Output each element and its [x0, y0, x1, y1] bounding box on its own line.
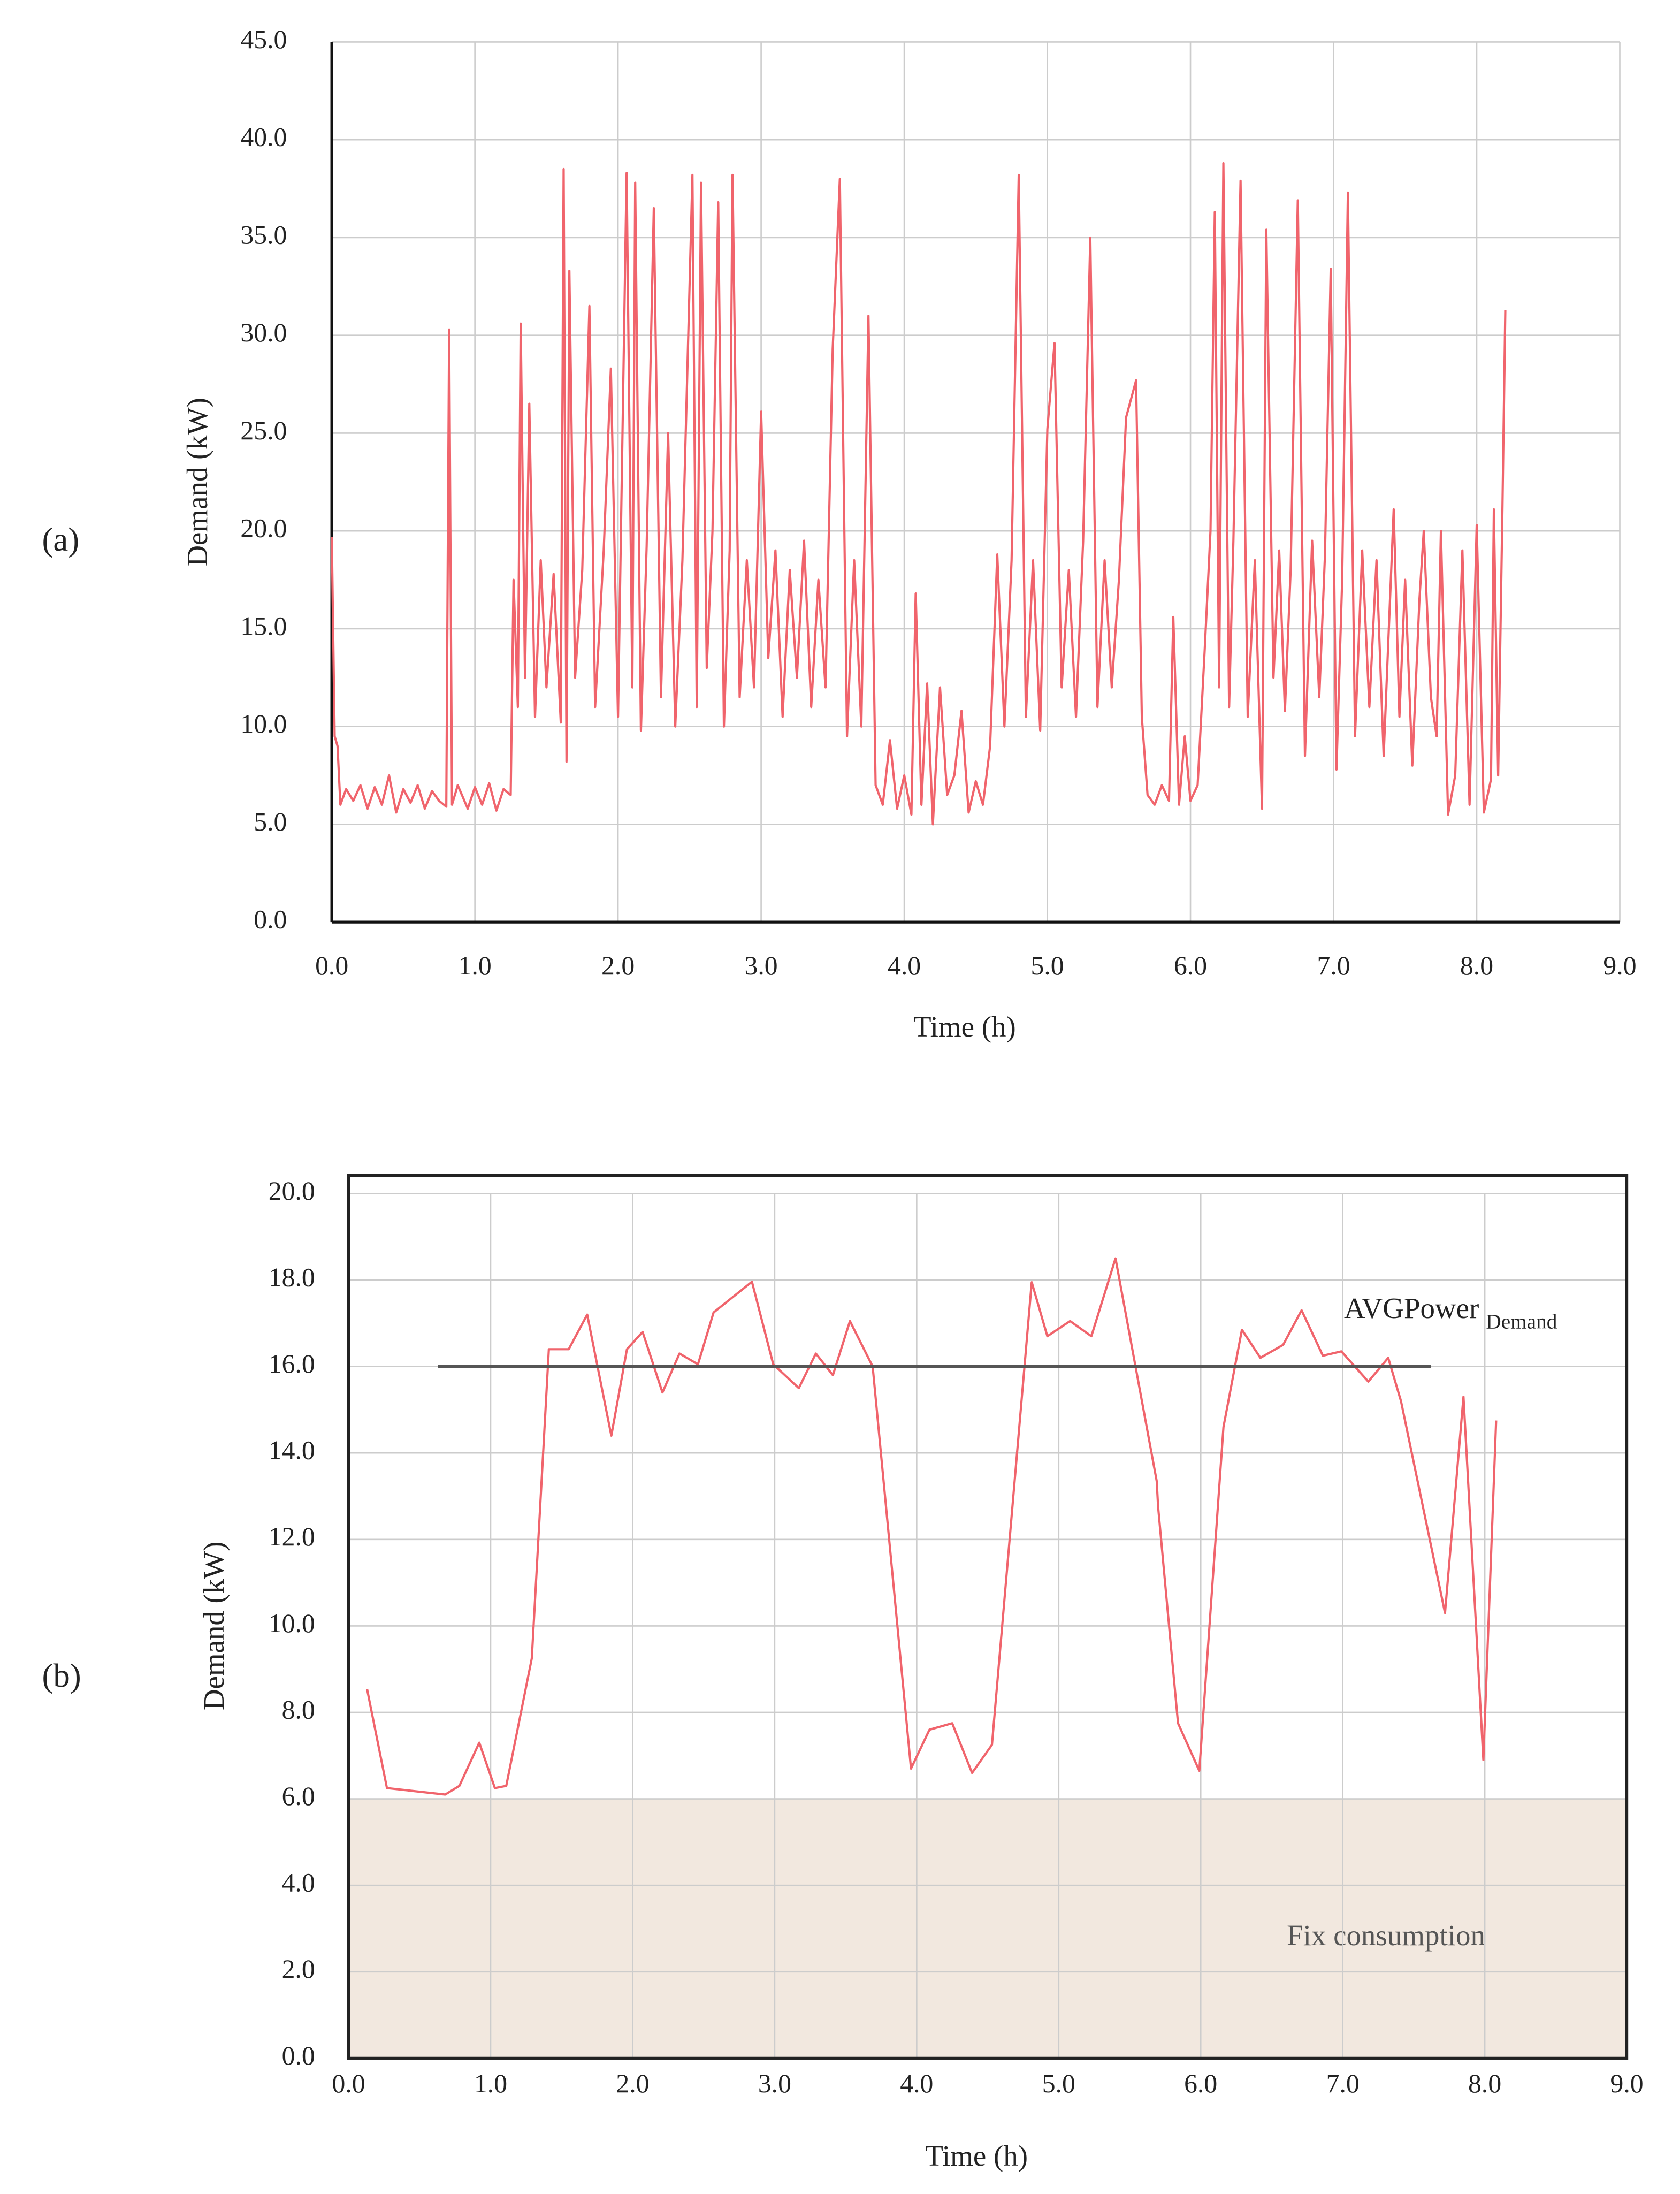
y-tick-label: 40.0 — [240, 123, 287, 152]
x-axis-label: Time (h) — [913, 1010, 1016, 1043]
data-line — [366, 1257, 1498, 1796]
plot-frame — [347, 1174, 1629, 2060]
x-tick-label: 8.0 — [1460, 951, 1493, 980]
annotation-subscript: Demand — [1486, 1311, 1557, 1334]
x-tick-label: 2.0 — [616, 2069, 649, 2098]
shaded-region — [348, 1799, 1627, 2059]
y-tick-label: 30.0 — [240, 318, 287, 347]
x-tick-label: 6.0 — [1184, 2069, 1217, 2098]
x-tick-label: 5.0 — [1030, 951, 1064, 980]
data-line — [331, 162, 1507, 826]
x-tick-label: 1.0 — [459, 951, 492, 980]
y-tick-label: 16.0 — [269, 1349, 315, 1378]
x-tick-label: 7.0 — [1326, 2069, 1360, 2098]
y-tick-label: 8.0 — [282, 1695, 315, 1724]
region-label: Fix consumption — [1287, 1919, 1485, 1952]
y-tick-label: 20.0 — [269, 1176, 315, 1206]
annotation-text: AVGPower — [1344, 1292, 1479, 1324]
y-tick-label: 6.0 — [282, 1781, 315, 1811]
y-tick-label: 10.0 — [269, 1609, 315, 1638]
x-tick-label: 1.0 — [474, 2069, 507, 2098]
y-tick-label: 20.0 — [240, 514, 287, 543]
x-tick-label: 3.0 — [745, 951, 778, 980]
y-tick-label: 18.0 — [269, 1262, 315, 1292]
y-tick-label: 25.0 — [240, 416, 287, 445]
x-tick-label: 3.0 — [758, 2069, 791, 2098]
y-tick-label: 0.0 — [254, 905, 287, 934]
y-tick-label: 2.0 — [282, 1954, 315, 1984]
y-tick-label: 0.0 — [282, 2041, 315, 2070]
x-tick-label: 9.0 — [1610, 2069, 1644, 2098]
x-tick-label: 4.0 — [888, 951, 921, 980]
y-tick-label: 14.0 — [269, 1436, 315, 1465]
x-tick-label: 5.0 — [1042, 2069, 1075, 2098]
x-tick-label: 6.0 — [1174, 951, 1207, 980]
y-axis-label: Demand (kW) — [181, 398, 213, 567]
y-tick-label: 4.0 — [282, 1868, 315, 1898]
x-tick-label: 0.0 — [315, 951, 348, 980]
y-tick-label: 10.0 — [240, 709, 287, 738]
y-tick-label: 15.0 — [240, 611, 287, 641]
x-tick-label: 8.0 — [1468, 2069, 1501, 2098]
x-tick-label: 7.0 — [1317, 951, 1350, 980]
x-tick-label: 9.0 — [1603, 951, 1636, 980]
y-tick-label: 45.0 — [240, 25, 287, 54]
y-axis-label: Demand (kW) — [197, 1542, 230, 1711]
y-tick-label: 35.0 — [240, 220, 287, 249]
panel-label: (a) — [42, 521, 80, 558]
x-tick-label: 2.0 — [601, 951, 635, 980]
panel-label: (b) — [42, 1657, 81, 1694]
x-axis-label: Time (h) — [925, 2139, 1028, 2172]
annotation: AVGPower Demand — [1344, 1292, 1557, 1334]
x-tick-label: 4.0 — [900, 2069, 933, 2098]
y-tick-label: 12.0 — [269, 1522, 315, 1551]
y-tick-label: 5.0 — [254, 807, 287, 836]
x-tick-label: 0.0 — [332, 2069, 365, 2098]
